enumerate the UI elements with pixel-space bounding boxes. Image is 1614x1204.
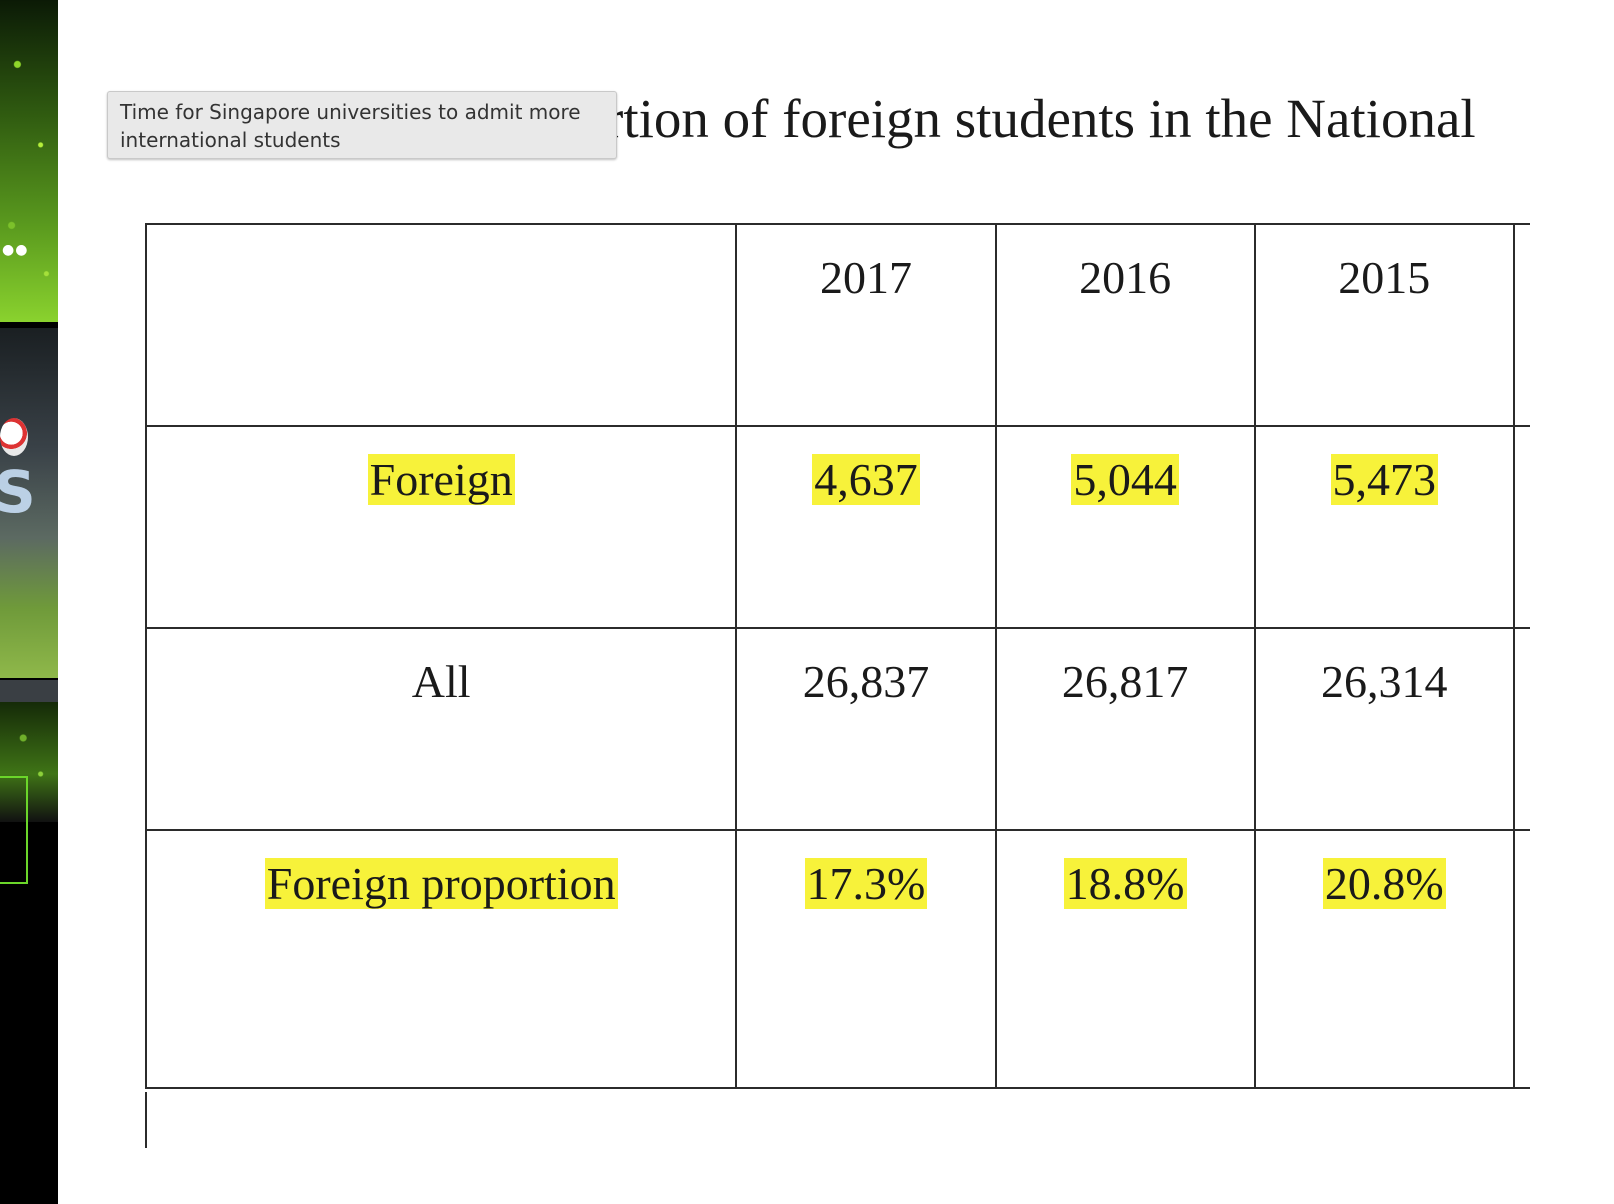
document-title-text: rtion of foreign students in the Nationa… xyxy=(605,88,1476,149)
background-image-photo xyxy=(0,328,58,678)
highlighted-text: 18.8% xyxy=(1063,858,1187,909)
cell-text: All xyxy=(411,656,471,707)
data-table: 2017 2016 2015 Foreign 4,637 5,044 5,473… xyxy=(145,223,1530,1089)
table-cell: 26,314 xyxy=(1253,627,1515,831)
table-cell-cut xyxy=(1512,829,1530,1089)
link-tooltip: Time for Singapore universities to admit… xyxy=(107,91,617,159)
table-row-label: Foreign proportion xyxy=(145,829,738,1089)
table-cell: 5,473 xyxy=(1253,425,1515,629)
table-cell-cut xyxy=(1512,627,1530,831)
table-container: 2017 2016 2015 Foreign 4,637 5,044 5,473… xyxy=(145,223,1530,1148)
cell-text: 26,817 xyxy=(1061,656,1189,707)
table-header-cell-cut xyxy=(1512,223,1530,427)
cell-text: 26,314 xyxy=(1321,656,1448,707)
highlighted-text: 17.3% xyxy=(804,858,928,909)
logo-fragment-icon: S xyxy=(0,458,36,526)
table-header-cell: 2015 xyxy=(1253,223,1515,427)
highlighted-text: Foreign xyxy=(367,454,515,505)
highlighted-text: Foreign proportion xyxy=(264,858,618,909)
table-row: Foreign proportion 17.3% 18.8% 20.8% xyxy=(145,829,1530,1089)
tooltip-text: Time for Singapore universities to admit… xyxy=(120,100,581,152)
background-outline-box xyxy=(0,776,28,884)
background-image-bottom xyxy=(0,702,58,822)
table-cell: 18.8% xyxy=(994,829,1256,1089)
highlighted-text: 4,637 xyxy=(812,454,920,505)
table-cell: 20.8% xyxy=(1253,829,1515,1089)
table-row: All 26,837 26,817 26,314 xyxy=(145,627,1530,831)
table-header-row: 2017 2016 2015 xyxy=(145,223,1530,427)
table-row: Foreign 4,637 5,044 5,473 xyxy=(145,425,1530,629)
more-dots-icon: ●● xyxy=(2,242,29,258)
background-divider xyxy=(0,680,58,702)
table-header-cell xyxy=(145,223,738,427)
ball-icon xyxy=(0,418,28,456)
highlighted-text: 5,044 xyxy=(1071,454,1179,505)
table-cell: 26,817 xyxy=(994,627,1256,831)
background-app-strip: ●● S xyxy=(0,0,58,1204)
document-title: rtion of foreign students in the Nationa… xyxy=(150,84,1530,154)
table-header-cell: 2016 xyxy=(994,223,1256,427)
table-cell: 17.3% xyxy=(735,829,997,1089)
table-cell: 4,637 xyxy=(735,425,997,629)
table-edge-line xyxy=(145,1092,147,1148)
table-cell: 26,837 xyxy=(735,627,997,831)
table-cell: 5,044 xyxy=(994,425,1256,629)
background-image-top xyxy=(0,0,58,322)
highlighted-text: 5,473 xyxy=(1330,454,1438,505)
table-cell-cut xyxy=(1512,425,1530,629)
table-header-cell: 2017 xyxy=(735,223,997,427)
table-row-label: All xyxy=(145,627,738,831)
table-row-label: Foreign xyxy=(145,425,738,629)
highlighted-text: 20.8% xyxy=(1322,858,1446,909)
cell-text: 26,837 xyxy=(802,656,930,707)
